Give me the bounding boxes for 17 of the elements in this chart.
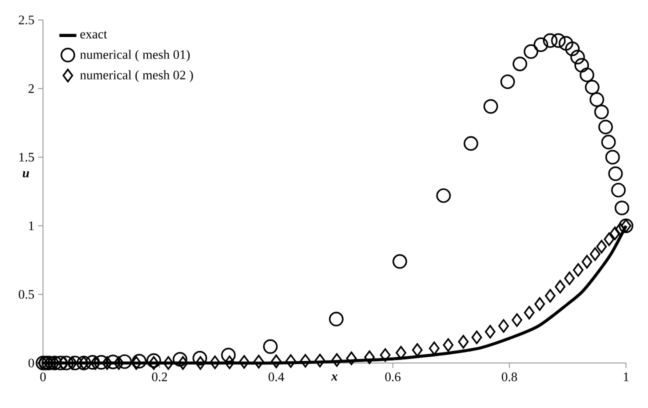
y-tick-label: 1.5 bbox=[19, 152, 34, 162]
x-tick-label: 0.6 bbox=[385, 372, 401, 382]
y-tick-label: 0 bbox=[28, 358, 34, 368]
x-tick-label: 0.4 bbox=[268, 372, 284, 382]
x-tick-label: 0.2 bbox=[152, 372, 167, 382]
x-axis-title: x bbox=[331, 374, 338, 380]
y-tick-label: 0.5 bbox=[18, 290, 34, 299]
x-tick-label: 0.8 bbox=[502, 372, 518, 382]
y-tick-label: 2 bbox=[28, 84, 34, 93]
x-tick-label: 1 bbox=[624, 372, 628, 382]
x-tick-label: 0 bbox=[40, 372, 46, 382]
legend-label: numerical ( mesh 02 ) bbox=[80, 70, 193, 82]
y-tick-label: 2.5 bbox=[18, 16, 34, 24]
y-axis-title: u bbox=[22, 171, 30, 178]
y-tick-label: 1 bbox=[29, 222, 34, 230]
legend-label: exact bbox=[80, 31, 108, 38]
legend-label: numerical ( mesh 01) bbox=[80, 50, 190, 62]
